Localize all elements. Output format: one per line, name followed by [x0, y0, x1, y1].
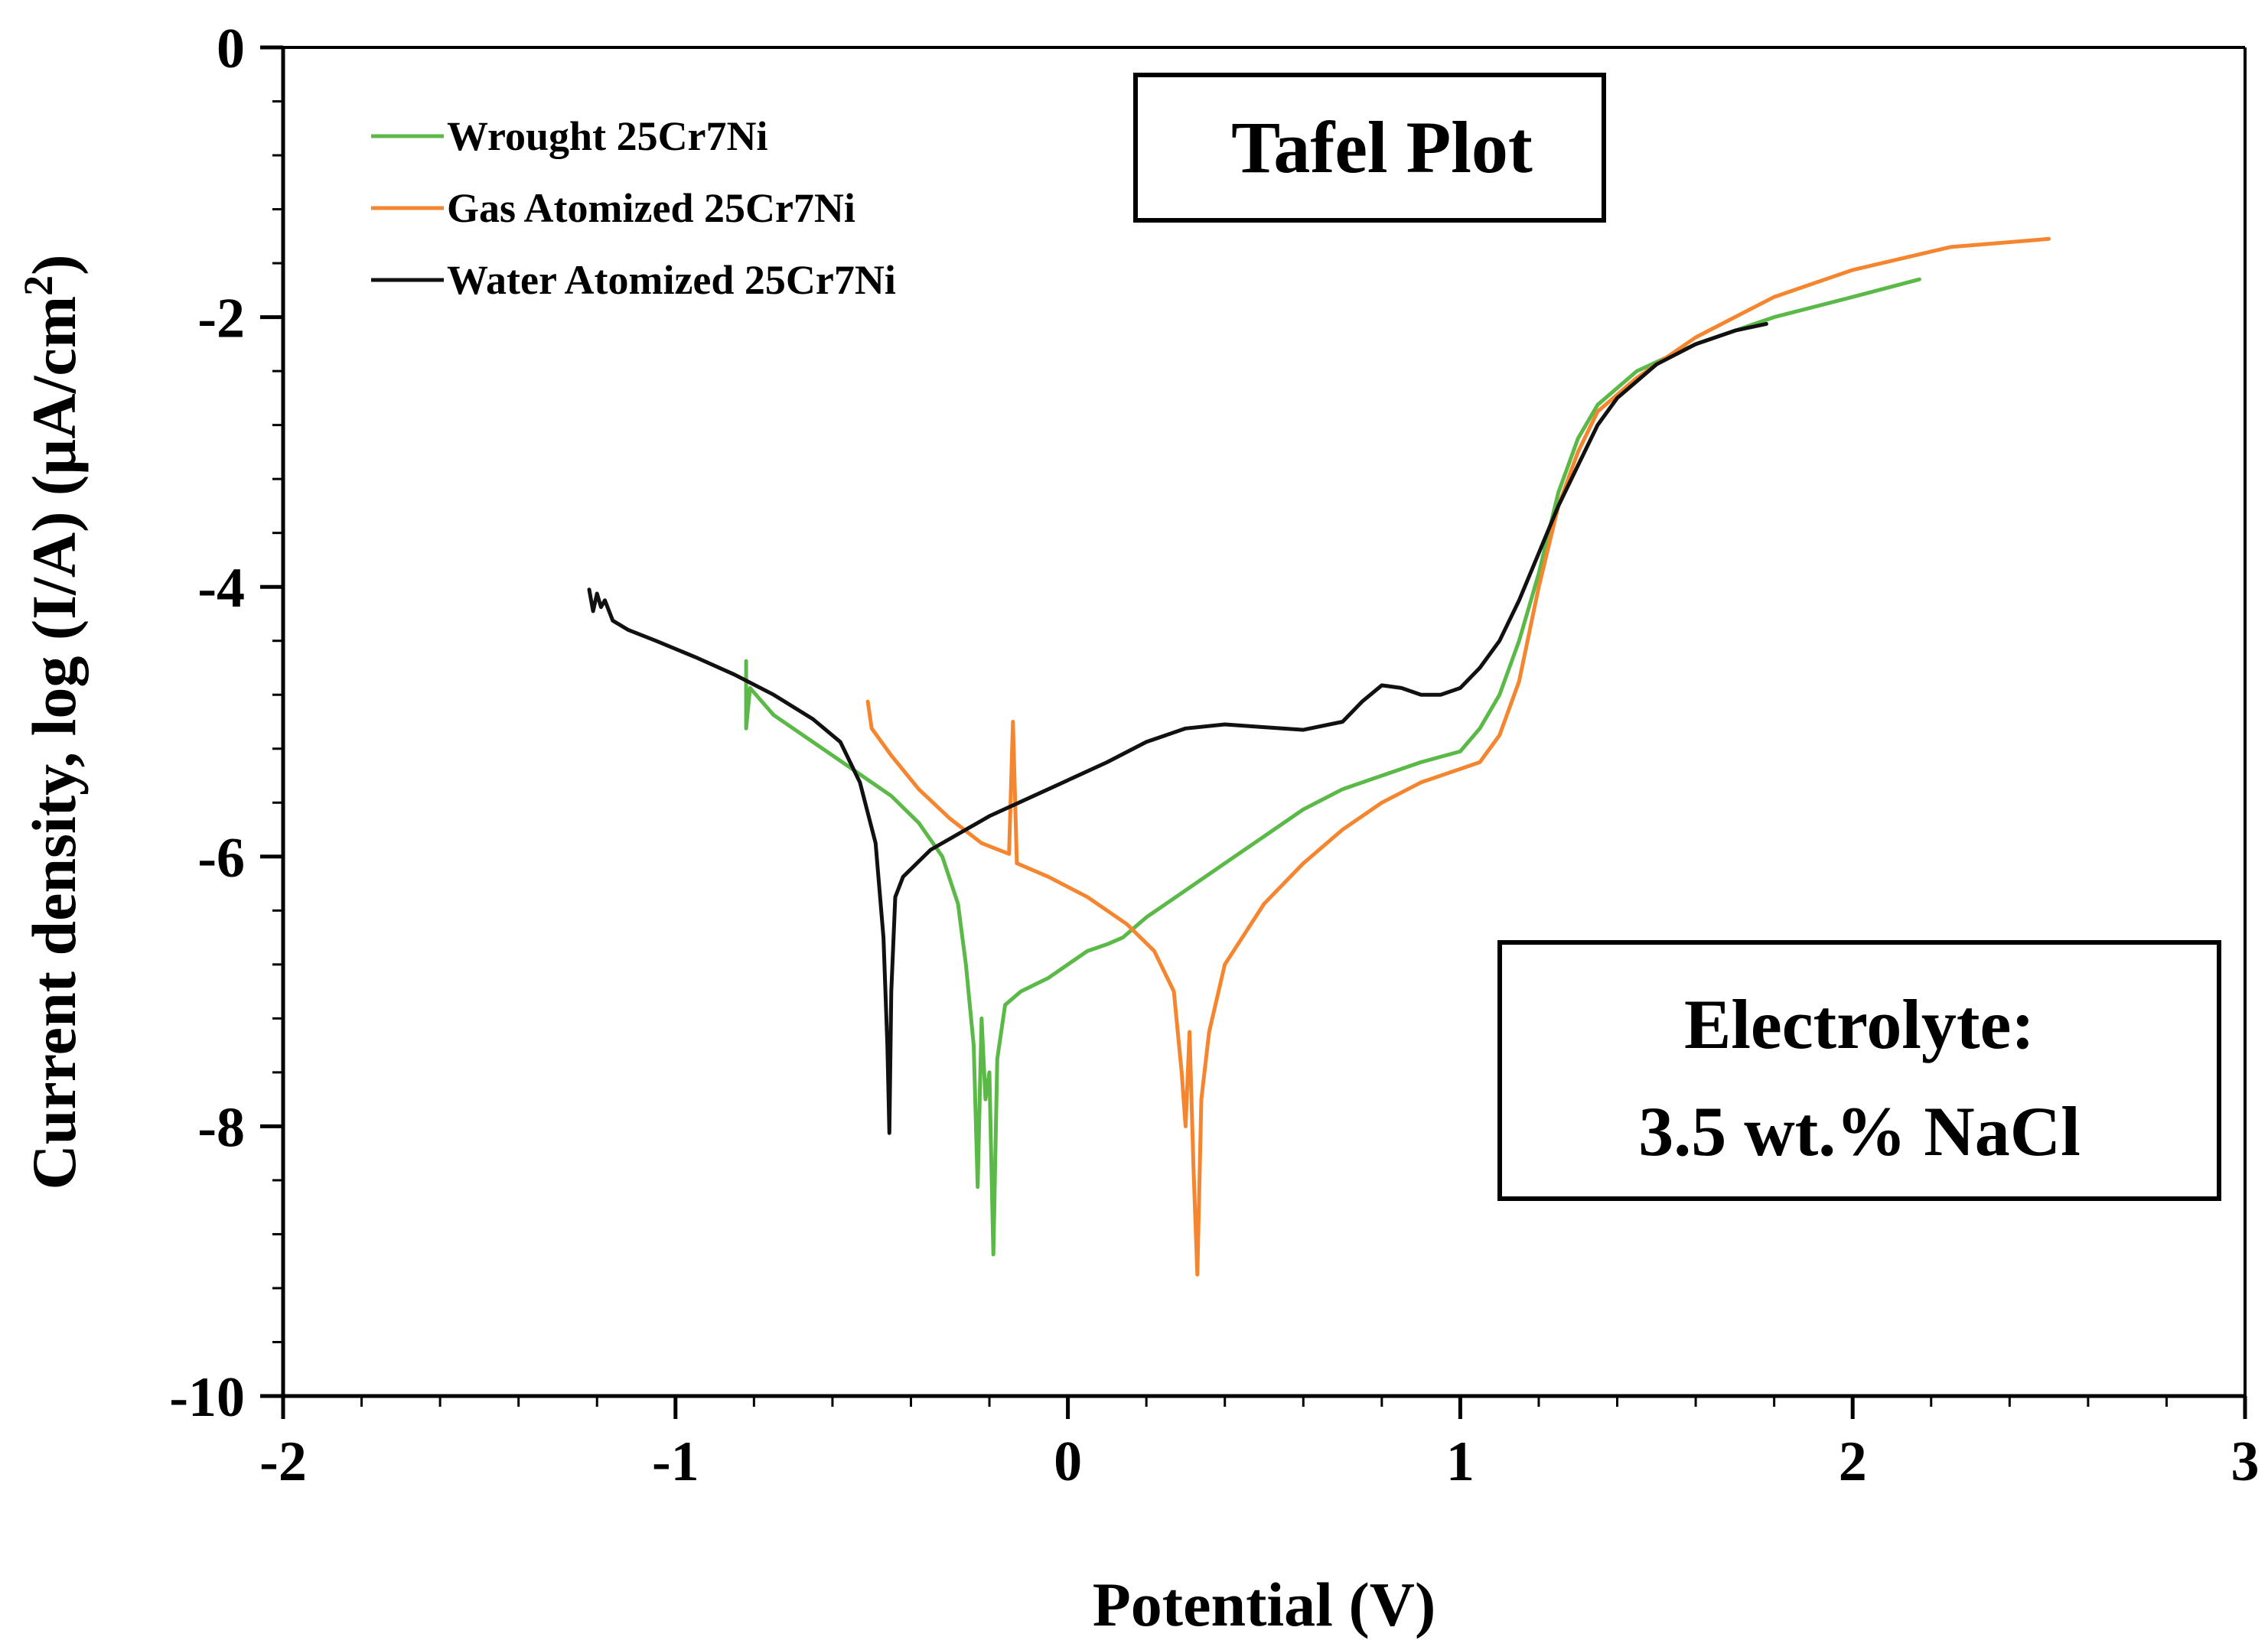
y-tick-label: -8 — [197, 1096, 245, 1159]
annotation-box — [1497, 940, 2221, 1201]
y-tick-label: -4 — [197, 557, 245, 620]
annotation-line-2: 3.5 wt.% NaCl — [1638, 1092, 2081, 1170]
data-series — [587, 236, 2051, 1277]
x-tick-label: 0 — [1054, 1430, 1082, 1493]
y-tick-label: -10 — [169, 1366, 245, 1429]
title-box — [1133, 73, 1606, 223]
x-tick-label: 3 — [2231, 1430, 2260, 1493]
y-axis-title-main: Current density, log (I/A) (µA/cm — [19, 296, 89, 1190]
x-tick-label: -2 — [259, 1430, 307, 1493]
x-axis-title: Potential (V) — [1093, 1570, 1436, 1639]
series-line-gas-atomized-25cr7ni — [865, 236, 2051, 1277]
y-tick-label: 0 — [217, 18, 245, 80]
legend-label-wrought: Wrought 25Cr7Ni — [447, 113, 768, 159]
x-tick-label: 1 — [1446, 1430, 1475, 1493]
y-axis-title-superscript: 2 — [15, 275, 61, 296]
legend: Wrought 25Cr7Ni Gas Atomized 25Cr7Ni Wat… — [371, 113, 896, 303]
axis-ticks: -2 -1 0 1 2 30-2-4-6-8-10 — [169, 18, 2259, 1493]
x-tick-label: 2 — [1839, 1430, 1867, 1493]
chart-title: Tafel Plot — [1231, 106, 1533, 188]
y-tick-label: -6 — [197, 827, 245, 890]
y-tick-label: -2 — [197, 288, 245, 350]
legend-label-water-atomized: Water Atomized 25Cr7Ni — [447, 257, 896, 303]
legend-label-gas-atomized: Gas Atomized 25Cr7Ni — [447, 185, 855, 231]
y-axis-title: Current density, log (I/A) (µA/cm2) — [15, 255, 89, 1190]
x-tick-label: -1 — [652, 1430, 699, 1493]
series-line-water-atomized-25cr7ni — [587, 321, 1768, 1135]
annotation-line-1: Electrolyte: — [1684, 985, 2035, 1063]
y-axis-title-close: ) — [19, 255, 89, 275]
